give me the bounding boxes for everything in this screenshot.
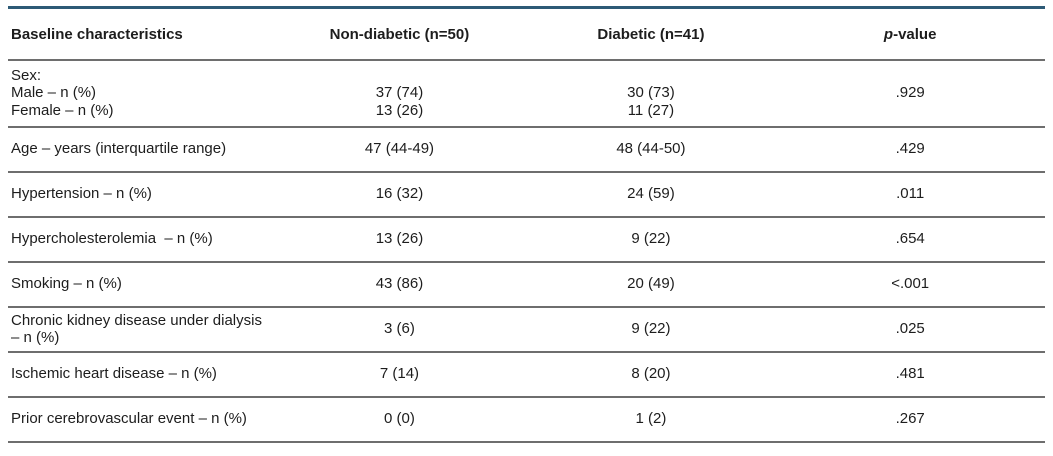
p-value: .481 [775, 351, 1045, 398]
row-label: Ischemic heart disease – n (%) [8, 351, 273, 398]
table-row-hypercholesterolemia: Hypercholesterolemia – n (%) 13 (26) 9 (… [8, 216, 1045, 263]
p-value: .267 [775, 396, 1045, 443]
p-value: .654 [775, 216, 1045, 263]
p-value: .929 [775, 59, 1045, 128]
non-diabetic-value: 3 (6) [272, 306, 527, 353]
table-row-prior-cerebrovascular-event: Prior cerebrovascular event – n (%) 0 (0… [8, 396, 1045, 443]
table-row-hypertension: Hypertension – n (%) 16 (32) 24 (59) .01… [8, 171, 1045, 218]
header-row: Baseline characteristics Non-diabetic (n… [8, 7, 1045, 61]
non-diabetic-value: 43 (86) [272, 261, 527, 308]
diabetic-value: 30 (73) 11 (27) [526, 59, 776, 128]
col-header-baseline-characteristics: Baseline characteristics [8, 7, 273, 61]
diabetic-value: 9 (22) [526, 216, 776, 263]
row-label: Age – years (interquartile range) [8, 126, 273, 173]
baseline-characteristics-table: Baseline characteristics Non-diabetic (n… [8, 6, 1045, 443]
p-value: <.001 [775, 261, 1045, 308]
table-body: Sex: Male – n (%) Female – n (%) 37 (74)… [8, 59, 1045, 443]
row-label: Smoking – n (%) [8, 261, 273, 308]
p-value: .429 [775, 126, 1045, 173]
row-label: Chronic kidney disease under dialysis – … [8, 306, 273, 353]
row-label: Hypercholesterolemia – n (%) [8, 216, 273, 263]
non-diabetic-value: 37 (74) 13 (26) [272, 59, 527, 128]
table-row-ischemic-heart-disease: Ischemic heart disease – n (%) 7 (14) 8 … [8, 351, 1045, 398]
row-label: Prior cerebrovascular event – n (%) [8, 396, 273, 443]
col-header-p-value: p-value [775, 7, 1045, 61]
p-value-label-rest: -value [893, 26, 937, 44]
table-row-sex: Sex: Male – n (%) Female – n (%) 37 (74)… [8, 59, 1045, 128]
diabetic-value: 1 (2) [526, 396, 776, 443]
non-diabetic-value: 13 (26) [272, 216, 527, 263]
table-row-smoking: Smoking – n (%) 43 (86) 20 (49) <.001 [8, 261, 1045, 308]
diabetic-value: 24 (59) [526, 171, 776, 218]
table-header: Baseline characteristics Non-diabetic (n… [8, 7, 1045, 61]
diabetic-value: 48 (44-50) [526, 126, 776, 173]
diabetic-value: 9 (22) [526, 306, 776, 353]
diabetic-value: 20 (49) [526, 261, 776, 308]
non-diabetic-value: 16 (32) [272, 171, 527, 218]
diabetic-value: 8 (20) [526, 351, 776, 398]
non-diabetic-value: 47 (44-49) [272, 126, 527, 173]
p-value-italic-p: p [883, 26, 894, 44]
non-diabetic-value: 0 (0) [272, 396, 527, 443]
col-header-diabetic: Diabetic (n=41) [526, 7, 776, 61]
table-row-chronic-kidney-disease: Chronic kidney disease under dialysis – … [8, 306, 1045, 353]
col-header-non-diabetic: Non-diabetic (n=50) [272, 7, 527, 61]
row-label: Hypertension – n (%) [8, 171, 273, 218]
non-diabetic-value: 7 (14) [272, 351, 527, 398]
p-value: .011 [775, 171, 1045, 218]
p-value: .025 [775, 306, 1045, 353]
row-label: Sex: Male – n (%) Female – n (%) [8, 59, 273, 128]
table-row-age: Age – years (interquartile range) 47 (44… [8, 126, 1045, 173]
